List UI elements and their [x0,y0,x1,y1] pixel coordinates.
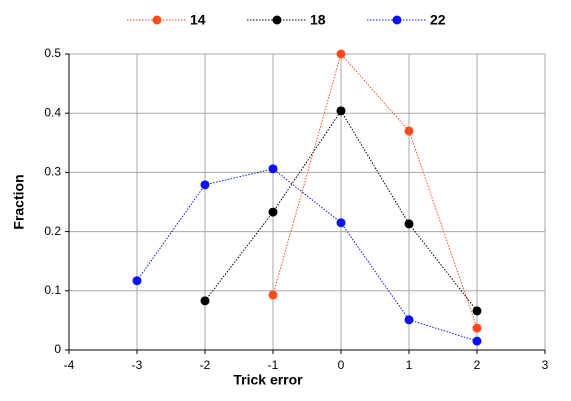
legend-marker [272,15,282,25]
data-point [404,219,414,229]
data-point [268,164,278,174]
data-point [336,49,346,59]
legend-label: 22 [430,12,446,28]
x-tick-label: -1 [268,358,279,372]
data-point [472,336,482,346]
y-tick-label: 0 [54,342,61,356]
series-line [136,168,478,342]
data-point [472,306,482,316]
legend-marker [152,15,162,25]
series-line [204,109,478,312]
data-point [336,218,346,228]
x-tick-label: 3 [542,358,549,372]
x-tick-label: 0 [338,358,345,372]
legend-label: 18 [310,12,326,28]
data-point [268,207,278,217]
y-tick-label: 0.1 [44,283,61,297]
legend-label: 14 [190,12,206,28]
x-tick-label: -3 [132,358,143,372]
data-point [472,323,482,333]
data-point [268,290,278,300]
plot-area [68,53,546,351]
x-tick-label: -2 [200,358,211,372]
legend-marker [392,15,402,25]
data-point [200,180,210,190]
data-point [404,126,414,136]
data-point [404,315,414,325]
y-tick-label: 0.4 [44,105,61,119]
data-point [336,106,346,116]
data-point [200,296,210,306]
x-axis-label: Trick error [233,372,303,388]
y-axis-label: Fraction [11,174,27,229]
series-line [272,52,478,329]
y-tick-label: 0.3 [44,165,61,179]
x-tick-label: -4 [64,358,75,372]
x-tick-label: 2 [474,358,481,372]
y-tick-label: 0.5 [44,46,61,60]
x-tick-label: 1 [406,358,413,372]
data-point [132,276,142,286]
y-tick-label: 0.2 [44,224,61,238]
